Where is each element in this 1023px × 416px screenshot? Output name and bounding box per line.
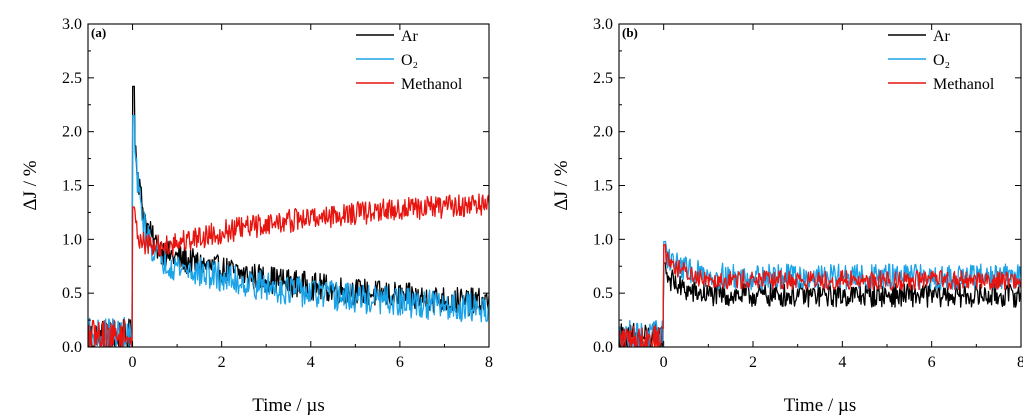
- traces: [619, 240, 1021, 347]
- y-axis-label: ΔJ / %: [20, 160, 41, 210]
- series-line-o-: [88, 114, 489, 347]
- y-tick-label: 2.5: [62, 70, 82, 87]
- series-line-methanol: [88, 193, 489, 347]
- x-tick-label: 2: [749, 354, 757, 371]
- series-line-ar: [619, 262, 1021, 347]
- x-tick-label: 0: [129, 354, 137, 371]
- y-tick-label: 1.5: [593, 178, 613, 195]
- y-tick-label: 0.0: [593, 339, 613, 356]
- legend-entry: O₂: [933, 52, 950, 69]
- y-tick-label: 3.0: [593, 16, 613, 33]
- chart-panel-b: 0 2 4 6 8 0.0 0.5 1.0 1.5 2.0 2.5 3.0 Time / µs ΔJ / …: [551, 16, 1023, 416]
- y-tick-label: 1.5: [62, 178, 82, 195]
- y-tick-label: 2.0: [62, 124, 82, 141]
- series-line-ar: [88, 85, 489, 347]
- traces: [88, 85, 489, 347]
- x-tick-label: 6: [928, 354, 936, 371]
- panel-label: (a): [91, 25, 106, 40]
- x-tick-label: 2: [218, 354, 226, 371]
- x-tick-label: 4: [307, 354, 315, 371]
- x-axis-label: Time / µs: [784, 395, 857, 416]
- x-tick-label: 6: [396, 354, 404, 371]
- y-tick-label: 1.0: [62, 231, 82, 248]
- series-line-methanol: [619, 244, 1021, 347]
- y-tick-label: 2.5: [593, 70, 613, 87]
- y-tick-label: 0.5: [593, 285, 613, 302]
- y-axis-label: ΔJ / %: [551, 160, 572, 210]
- legend: Ar O₂ Methanol: [356, 28, 463, 93]
- x-tick-label: 8: [1017, 354, 1023, 371]
- legend-entry: Ar: [401, 28, 419, 45]
- x-axis-label: Time / µs: [252, 395, 325, 416]
- legend-entry: Methanol: [933, 76, 995, 93]
- panel-label: (b): [622, 25, 638, 40]
- y-tick-label: 0.0: [62, 339, 82, 356]
- legend: Ar O₂ Methanol: [888, 28, 995, 93]
- legend-entry: O₂: [401, 52, 418, 69]
- y-tick-label: 2.0: [593, 124, 613, 141]
- x-tick-label: 8: [485, 354, 493, 371]
- legend-entry: Ar: [933, 28, 951, 45]
- x-tick-label: 0: [660, 354, 668, 371]
- y-tick-label: 1.0: [593, 231, 613, 248]
- chart-panel-a: 0 2 4 6 8 0.0 0.5 1.0 1.5 2.0 2.5 3.0 Time / µs ΔJ / …: [20, 16, 493, 416]
- y-tick-label: 3.0: [62, 16, 82, 33]
- y-tick-label: 0.5: [62, 285, 82, 302]
- legend-entry: Methanol: [401, 76, 463, 93]
- x-tick-label: 4: [838, 354, 846, 371]
